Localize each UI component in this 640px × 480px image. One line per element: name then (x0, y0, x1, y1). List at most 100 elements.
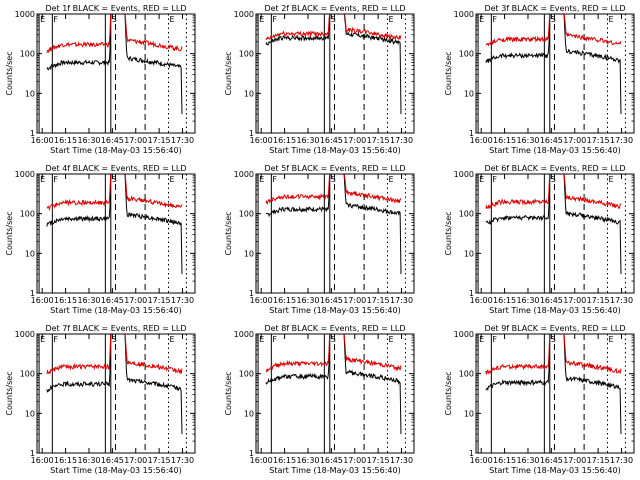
marker-label: S (331, 175, 336, 184)
x-tick-label: 17:15 (367, 296, 390, 305)
y-tick-label: 1 (30, 289, 35, 298)
series-line-events (485, 14, 551, 64)
x-tick-label: 17:15 (367, 456, 390, 465)
y-axis-label: Counts/sec (5, 211, 14, 255)
y-tick-label: 1000 (15, 330, 35, 339)
series-line-lld (124, 14, 183, 52)
x-tick-label: 17:15 (587, 456, 610, 465)
y-tick-label: 100 (459, 210, 474, 219)
y-tick-label: 100 (239, 370, 254, 379)
marker-label: E (169, 15, 174, 24)
marker-label: E (40, 15, 45, 24)
marker-label: S (112, 175, 117, 184)
marker-label: E (388, 335, 393, 344)
y-axis-label: Counts/sec (224, 51, 233, 95)
series-line-lld (563, 14, 622, 46)
marker-label: E (608, 15, 613, 24)
y-tick-label: 1000 (454, 330, 474, 339)
x-axis-label: Start Time (18-May-03 15:56:40) (489, 306, 620, 315)
detector-panel-1: Det 1f BLACK = Events, RED = LLD 1 10 100 10… (5, 4, 196, 155)
y-tick-label: 1000 (234, 10, 254, 19)
y-axis-label: Counts/sec (5, 51, 14, 95)
y-tick-label: 1 (249, 449, 254, 458)
series-line-lld (265, 174, 331, 206)
x-tick-label: 16:45 (320, 136, 343, 145)
marker-label: F (53, 175, 58, 184)
y-tick-label: 1 (469, 449, 474, 458)
marker-label: F (272, 15, 277, 24)
y-tick-label: 10 (244, 89, 254, 98)
panel-title: Det 9f BLACK = Events, RED = LLD (484, 324, 625, 333)
marker-label: E (169, 175, 174, 184)
detector-panel-7: Det 7f BLACK = Events, RED = LLD 1 10 100 10… (5, 324, 196, 475)
detector-panel-5: Det 5f BLACK = Events, RED = LLD 1 10 100 10… (224, 164, 415, 315)
y-tick-label: 10 (244, 249, 254, 258)
marker-label: F (272, 335, 277, 344)
y-tick-label: 10 (464, 409, 474, 418)
panel-title: Det 5f BLACK = Events, RED = LLD (264, 164, 405, 173)
marker-label: E (388, 15, 393, 24)
plot-frame (475, 333, 635, 454)
y-tick-label: 100 (20, 210, 35, 219)
series-line-lld (46, 14, 112, 54)
plot-frame (475, 13, 635, 134)
x-tick-label: 16:30 (296, 296, 319, 305)
y-tick-label: 10 (464, 89, 474, 98)
series-line-lld (124, 334, 183, 374)
y-tick-label: 1 (30, 129, 35, 138)
x-axis-label: Start Time (18-May-03 15:56:40) (489, 146, 620, 155)
marker-label: E (388, 175, 393, 184)
detector-panel-9: Det 9f BLACK = Events, RED = LLD 1 10 100 10… (444, 324, 635, 475)
y-tick-label: 1 (30, 449, 35, 458)
x-tick-label: 17:15 (148, 456, 171, 465)
marker-label: E (608, 335, 613, 344)
y-tick-label: 1000 (15, 170, 35, 179)
x-tick-label: 17:00 (563, 456, 586, 465)
panel-title: Det 4f BLACK = Events, RED = LLD (45, 164, 186, 173)
marker-label: E (259, 335, 264, 344)
marker-label: E (479, 175, 484, 184)
y-tick-label: 1000 (15, 10, 35, 19)
series-line-events (124, 14, 183, 115)
y-axis-label: Counts/sec (444, 211, 453, 255)
marker-label: S (551, 335, 556, 344)
x-tick-label: 17:15 (367, 136, 390, 145)
x-tick-label: 16:15 (493, 456, 516, 465)
panel-title: Det 2f BLACK = Events, RED = LLD (264, 4, 405, 13)
x-tick-label: 17:30 (610, 296, 633, 305)
marker-label: S (112, 335, 117, 344)
y-tick-label: 100 (459, 370, 474, 379)
detector-panel-3: Det 3f BLACK = Events, RED = LLD 1 10 100 10… (444, 4, 635, 155)
series-line-events (124, 174, 183, 275)
y-axis-label: Counts/sec (224, 371, 233, 415)
x-tick-label: 16:00 (31, 456, 54, 465)
y-tick-label: 1000 (454, 10, 474, 19)
y-tick-label: 1 (249, 289, 254, 298)
series-line-events (46, 174, 112, 227)
x-tick-label: 17:30 (171, 296, 194, 305)
marker-label: E (259, 15, 264, 24)
panel-title: Det 6f BLACK = Events, RED = LLD (484, 164, 625, 173)
series-line-events (563, 174, 622, 275)
y-tick-label: 10 (25, 89, 35, 98)
panel-title: Det 8f BLACK = Events, RED = LLD (264, 324, 405, 333)
marker-label: F (492, 15, 497, 24)
x-tick-label: 16:00 (31, 296, 54, 305)
x-tick-label: 16:45 (101, 136, 124, 145)
y-tick-label: 10 (244, 409, 254, 418)
x-tick-label: 16:30 (516, 296, 539, 305)
series-line-events (265, 14, 331, 46)
x-tick-label: 17:00 (124, 296, 147, 305)
marker-label: E (40, 175, 45, 184)
x-tick-label: 16:45 (540, 136, 563, 145)
x-tick-label: 16:00 (250, 456, 273, 465)
x-tick-label: 16:45 (101, 456, 124, 465)
detector-panel-2: Det 2f BLACK = Events, RED = LLD 1 10 100 10… (224, 4, 415, 155)
y-axis-label: Counts/sec (444, 51, 453, 95)
plot-frame (475, 173, 635, 294)
series-line-events (485, 174, 551, 225)
x-tick-label: 17:30 (171, 456, 194, 465)
plot-frame (255, 13, 415, 134)
series-line-lld (265, 14, 331, 41)
